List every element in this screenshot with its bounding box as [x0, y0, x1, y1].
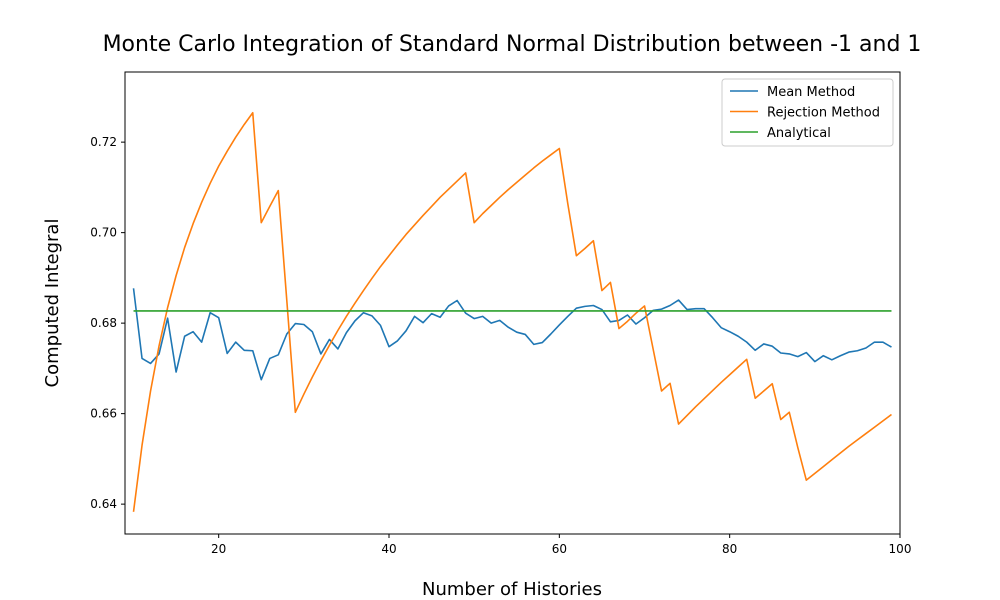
legend: Mean Method Rejection Method Analytical	[721, 78, 894, 147]
chart-title: Monte Carlo Integration of Standard Norm…	[103, 32, 922, 57]
series-line-mean-method	[132, 288, 892, 381]
y-tick-label: 0.68	[90, 316, 117, 330]
x-tick-label: 20	[211, 542, 226, 556]
x-tick-label: 100	[889, 542, 912, 556]
x-axis-label: Number of Histories	[422, 579, 602, 600]
legend-label-mean-method: Mean Method	[767, 85, 855, 100]
x-tick-label: 40	[381, 542, 396, 556]
plot-frame	[124, 71, 901, 535]
legend-label-rejection-method: Rejection Method	[767, 106, 880, 121]
y-tick-label: 0.72	[90, 135, 117, 149]
x-tick-label: 80	[722, 542, 737, 556]
y-axis: 0.64 0.66 0.68 0.70 0.72	[90, 135, 125, 511]
y-tick-label: 0.70	[90, 226, 117, 240]
legend-box	[721, 78, 894, 147]
x-axis: 20 40 60 80 100	[211, 534, 911, 556]
y-axis-label: Computed Integral	[42, 219, 63, 388]
x-tick-label: 60	[552, 542, 567, 556]
plot-area	[132, 111, 892, 512]
legend-label-analytical: Analytical	[767, 126, 831, 141]
y-tick-label: 0.64	[90, 497, 117, 511]
y-tick-label: 0.66	[90, 407, 117, 421]
series-line-rejection-method	[132, 111, 892, 512]
